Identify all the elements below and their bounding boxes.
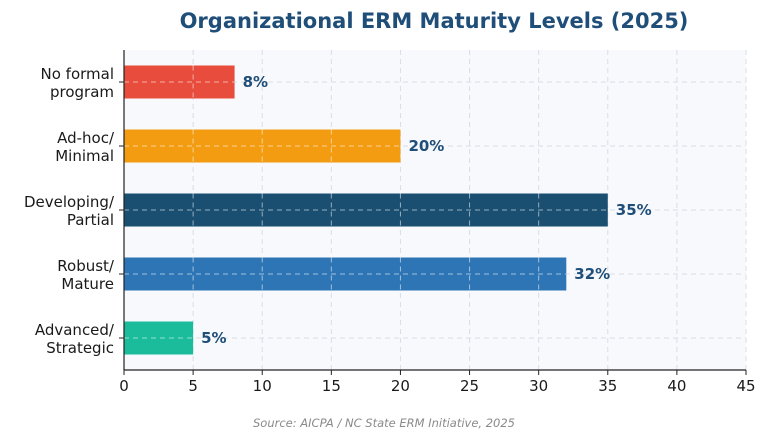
category-label: Ad-hoc/Minimal (55, 129, 115, 165)
source-note: Source: AICPA / NC State ERM Initiative,… (253, 416, 515, 430)
category-label: Robust/Mature (57, 257, 115, 293)
x-tick-label: 20 (391, 377, 410, 395)
x-tick-label: 5 (188, 377, 198, 395)
y-axis-labels: No formal program Ad-hoc/Minimal Developing… (24, 65, 124, 357)
category-label: No formal program (41, 65, 115, 101)
value-label: 32% (574, 265, 610, 283)
value-label: 20% (408, 137, 444, 155)
value-label: 8% (243, 73, 268, 91)
value-label: 5% (201, 329, 226, 347)
x-tick-label: 0 (119, 377, 129, 395)
x-tick-label: 45 (736, 377, 755, 395)
x-tick-label: 35 (598, 377, 617, 395)
x-tick-label: 15 (322, 377, 341, 395)
x-tick-label: 25 (460, 377, 479, 395)
bar (124, 193, 608, 227)
category-label: Developing/Partial (24, 193, 115, 229)
chart-title: Organizational ERM Maturity Levels (2025… (180, 9, 689, 33)
x-tick-label: 40 (667, 377, 686, 395)
value-label: 35% (616, 201, 652, 219)
category-label: Advanced/Strategic (35, 321, 115, 357)
x-tick-label: 30 (529, 377, 548, 395)
value-labels: 8% 20% 35% 32% 5% (201, 73, 652, 347)
x-axis-ticks: 0 5 10 15 20 25 30 35 40 45 (119, 370, 756, 395)
x-tick-label: 10 (253, 377, 272, 395)
bar-grid-overlay (124, 65, 608, 339)
